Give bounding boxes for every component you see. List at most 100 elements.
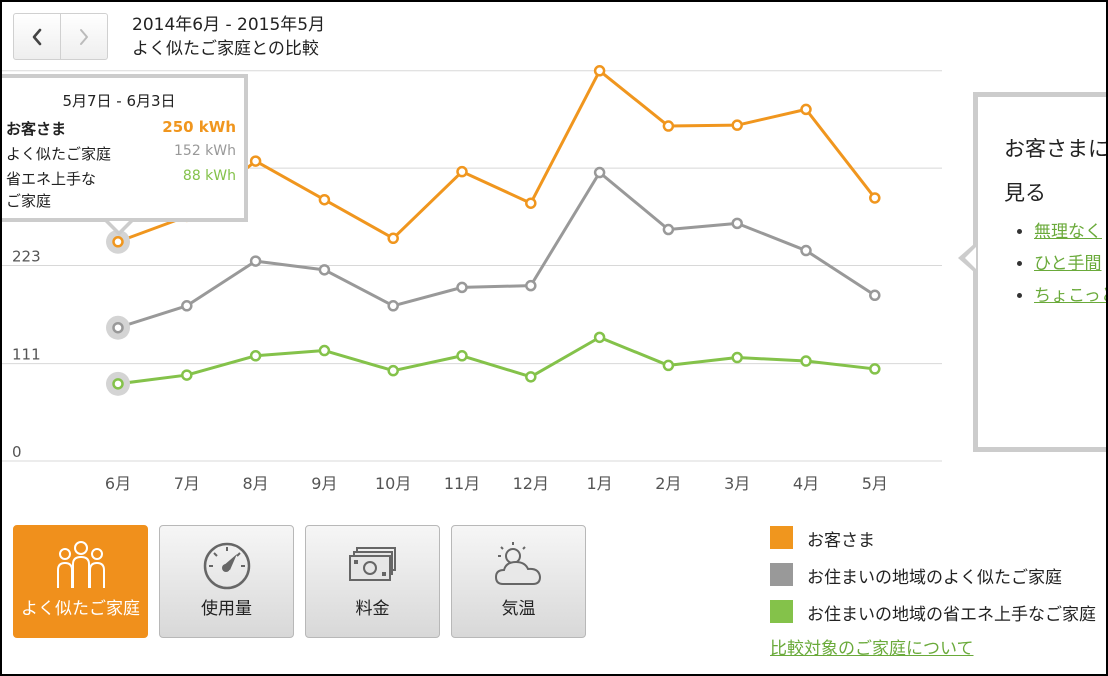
tooltip-pointer-inner xyxy=(109,221,129,231)
x-tick-label: 11月 xyxy=(444,474,480,493)
list-item: 無理なく xyxy=(1034,217,1106,242)
tooltip-row-similar: よく似たご家庭 152 kWh xyxy=(6,143,236,167)
next-period-button[interactable] xyxy=(60,14,107,59)
x-tick-label: 3月 xyxy=(724,474,750,493)
advice-link-list: 無理なく ひと手間 ちょこっと xyxy=(1004,217,1106,313)
data-point xyxy=(456,281,468,294)
data-point xyxy=(249,350,262,362)
tab-label: 使用量 xyxy=(201,599,252,619)
tab-label: よく似たご家庭 xyxy=(21,599,140,619)
tooltip-row-customer: お客さま 250 kWh xyxy=(6,118,236,142)
panel-heading-line1: お客さまに xyxy=(1004,137,1108,161)
x-tick-label: 7月 xyxy=(174,474,200,493)
about-comparison-link[interactable]: 比較対象のご家庭について xyxy=(770,639,974,659)
tooltip-value: 250 kWh xyxy=(162,118,236,136)
legend-item: お住まいの地域のよく似たご家庭 xyxy=(770,561,1106,589)
x-tick-label: 10月 xyxy=(375,474,411,493)
data-point xyxy=(387,232,399,245)
legend-item: お客さま xyxy=(770,524,1106,552)
x-tick-label: 12月 xyxy=(513,474,549,493)
data-point xyxy=(869,363,881,375)
period-label: 2014年6月 - 2015年5月 xyxy=(132,15,326,35)
data-point xyxy=(662,120,675,132)
data-point xyxy=(525,279,537,292)
data-point xyxy=(731,119,743,131)
data-point xyxy=(800,103,812,116)
data-point xyxy=(181,300,193,312)
data-point xyxy=(731,217,743,230)
data-point xyxy=(249,255,262,267)
x-tick-label: 1月 xyxy=(587,474,613,493)
x-tick-label: 4月 xyxy=(793,474,819,493)
data-point xyxy=(525,197,537,209)
advice-link[interactable]: ひと手間 xyxy=(1034,254,1102,274)
prev-period-button[interactable] xyxy=(14,14,60,59)
data-point xyxy=(318,344,331,357)
x-tick-label: 9月 xyxy=(311,474,337,493)
list-item: ひと手間 xyxy=(1034,249,1106,274)
data-point xyxy=(662,223,675,236)
tooltip-label-line2: ご家庭 xyxy=(6,192,52,210)
tooltip-value: 88 kWh xyxy=(182,168,236,184)
gauge-icon xyxy=(203,542,250,590)
legend-swatch xyxy=(770,563,793,586)
x-tick-label: 6月 xyxy=(105,474,131,493)
data-point xyxy=(525,371,537,383)
data-point xyxy=(318,193,331,206)
tooltip-label: お客さま xyxy=(6,120,67,138)
legend-label: お住まいの地域のよく似たご家庭 xyxy=(807,568,1062,588)
tooltip-value: 152 kWh xyxy=(174,143,236,159)
legend-label: お住まいの地域の省エネ上手なご家庭 xyxy=(807,605,1096,625)
tab-label: 気温 xyxy=(501,599,536,619)
tab-label: 料金 xyxy=(355,599,390,619)
data-point xyxy=(662,359,675,372)
family-icon xyxy=(56,541,105,588)
advice-link[interactable]: ちょこっと xyxy=(1034,286,1106,306)
tab-similar-homes[interactable]: よく似たご家庭 xyxy=(13,525,148,638)
list-item: ちょこっと xyxy=(1034,281,1106,306)
data-point xyxy=(869,192,881,204)
data-point xyxy=(593,166,606,179)
chevron-right-icon xyxy=(80,28,88,45)
data-point xyxy=(456,165,468,178)
data-point xyxy=(181,369,193,381)
y-tick-label: 111 xyxy=(12,346,41,364)
data-point xyxy=(112,236,124,248)
x-tick-label: 8月 xyxy=(243,474,269,493)
tab-temperature[interactable]: 気温 xyxy=(451,525,586,638)
data-point xyxy=(112,321,124,334)
period-navigation xyxy=(13,13,108,60)
x-tick-label: 2月 xyxy=(655,474,681,493)
data-point xyxy=(249,155,262,167)
advice-link[interactable]: 無理なく xyxy=(1034,222,1102,242)
legend-item: お住まいの地域の省エネ上手なご家庭 xyxy=(770,598,1106,626)
data-point xyxy=(112,378,124,390)
series-line xyxy=(117,335,875,386)
data-point xyxy=(800,244,812,257)
panel-heading-line2: 見る xyxy=(1004,181,1046,205)
money-icon xyxy=(348,547,396,581)
panel-pointer-inner xyxy=(965,247,976,269)
series-line xyxy=(117,171,876,330)
y-tick-label: 223 xyxy=(12,247,41,265)
legend-label: お客さま xyxy=(807,531,875,551)
tooltip-date: 5月7日 - 6月3日 xyxy=(62,92,176,110)
tab-usage[interactable]: 使用量 xyxy=(159,525,294,638)
tooltip-label-line1: 省エネ上手な xyxy=(6,170,97,188)
data-tooltip: 5月7日 - 6月3日 お客さま 250 kWh よく似たご家庭 152 kWh… xyxy=(2,74,248,222)
tooltip-row-efficient: 省エネ上手な ご家庭 88 kWh xyxy=(6,168,236,214)
tooltip-label: 省エネ上手な ご家庭 xyxy=(6,168,96,212)
tooltip-label: よく似たご家庭 xyxy=(6,145,112,163)
x-tick-label: 5月 xyxy=(862,474,888,493)
tab-cost[interactable]: 料金 xyxy=(305,525,440,638)
data-point xyxy=(387,364,399,377)
data-point xyxy=(731,351,743,364)
chart-header: 2014年6月 - 2015年5月 よく似たご家庭との比較 xyxy=(132,13,325,61)
data-point xyxy=(800,355,812,367)
data-point xyxy=(593,331,606,344)
data-point xyxy=(318,264,331,276)
legend-swatch xyxy=(770,526,793,549)
comparison-subtitle: よく似たご家庭との比較 xyxy=(132,39,319,59)
legend-swatch xyxy=(770,600,793,623)
